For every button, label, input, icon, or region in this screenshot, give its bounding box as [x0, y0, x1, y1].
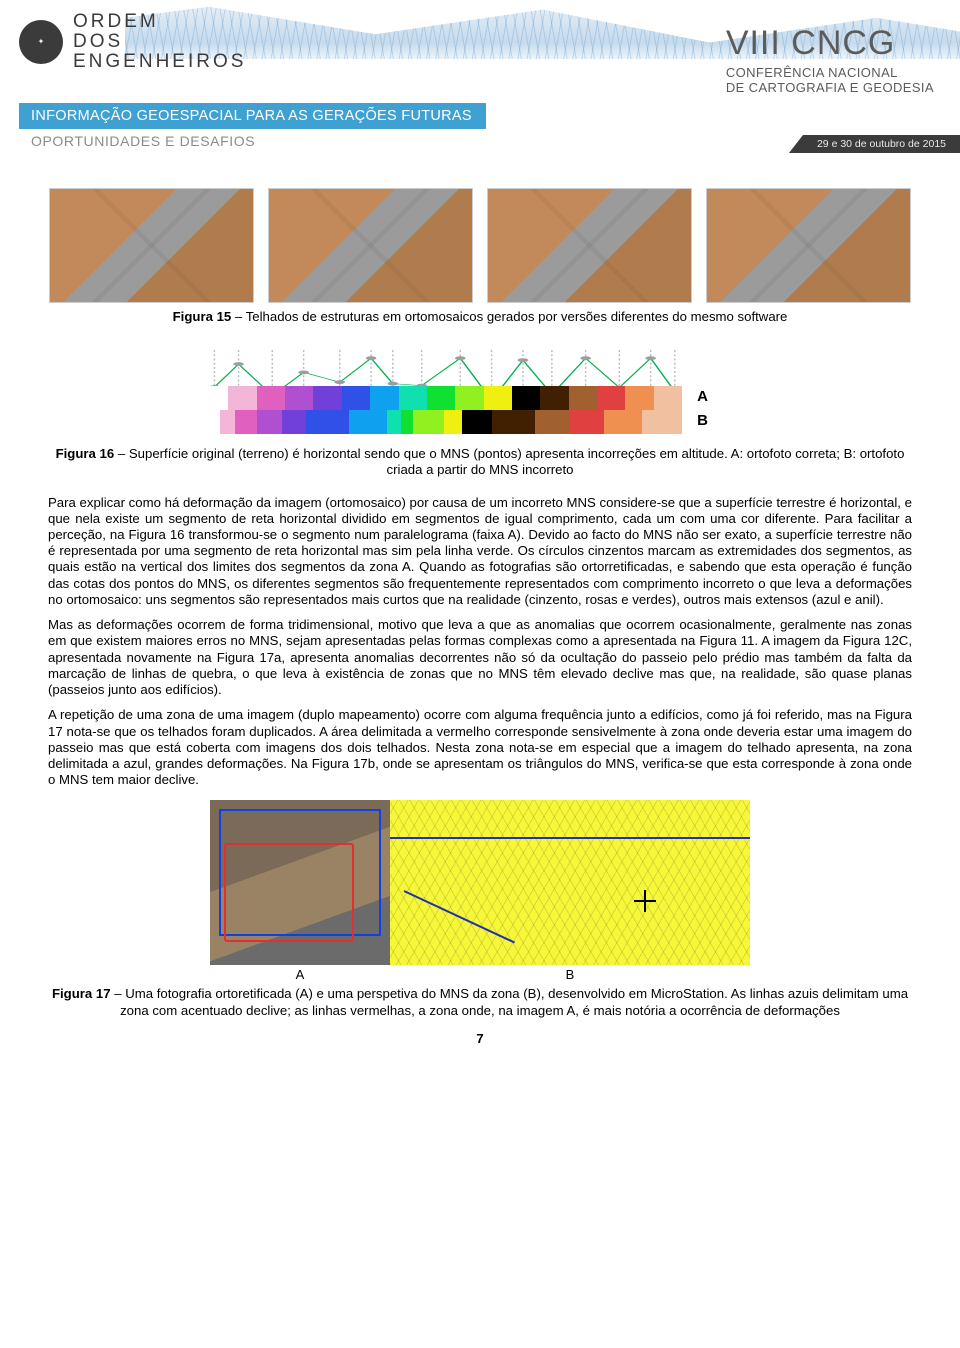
fig17b-blue-line-2: [404, 890, 516, 944]
fig16-strip-b: [200, 410, 682, 434]
page-number: 7: [48, 1031, 912, 1046]
fig15-tile-3: [487, 188, 692, 303]
fig16-text: – Superfície original (terreno) é horizo…: [114, 446, 904, 478]
conference-sub1: CONFERÊNCIA NACIONAL: [726, 65, 934, 80]
fig15-text: – Telhados de estruturas em ortomosaicos…: [231, 309, 787, 324]
banner: INFORMAÇÃO GEOESPACIAL PARA AS GERAÇÕES …: [19, 103, 486, 149]
fig17-panel-a: [210, 800, 390, 965]
page-body: Figura 15 – Telhados de estruturas em or…: [0, 172, 960, 1068]
fig17b-blue-line: [390, 837, 750, 839]
org-line2: DOS: [73, 32, 246, 52]
conference-sub2: DE CARTOGRAFIA E GEODESIA: [726, 80, 934, 95]
banner-main: INFORMAÇÃO GEOESPACIAL PARA AS GERAÇÕES …: [19, 103, 486, 129]
fig17a-red-line: [224, 843, 354, 942]
org-line1: ORDEM: [73, 12, 246, 32]
fig16-caption: Figura 16 – Superfície original (terreno…: [48, 446, 912, 479]
fig15-label: Figura 15: [173, 309, 232, 324]
para-1: Para explicar como há deformação da imag…: [48, 495, 912, 609]
fig17-text: – Uma fotografia ortoretificada (A) e um…: [111, 986, 908, 1018]
fig17-sub-a: A: [210, 967, 390, 982]
fig17-panel-b: [390, 800, 750, 965]
page-header: ✦ ORDEM DOS ENGENHEIROS VIII CNCG CONFER…: [0, 0, 960, 172]
conference-block: VIII CNCG CONFERÊNCIA NACIONAL DE CARTOG…: [726, 24, 934, 95]
date-badge: 29 e 30 de outubro de 2015: [789, 135, 960, 153]
para-2: Mas as deformações ocorrem de forma trid…: [48, 617, 912, 698]
fig15-tile-2: [268, 188, 473, 303]
org-line3: ENGENHEIROS: [73, 52, 246, 72]
fig17-sublabels: A B: [48, 967, 912, 982]
fig17-row: [48, 800, 912, 965]
org-logo: ✦ ORDEM DOS ENGENHEIROS: [19, 12, 246, 72]
banner-sub: OPORTUNIDADES E DESAFIOS: [19, 129, 486, 149]
fig17b-plus-icon: [634, 890, 656, 912]
fig16-label: Figura 16: [56, 446, 115, 461]
fig17-caption: Figura 17 – Uma fotografia ortoretificad…: [48, 986, 912, 1019]
fig15-tile-4: [706, 188, 911, 303]
fig17-label: Figura 17: [52, 986, 111, 1001]
fig16-diagram: A B: [200, 342, 760, 442]
org-seal-icon: ✦: [19, 20, 63, 64]
fig15-caption: Figura 15 – Telhados de estruturas em or…: [48, 309, 912, 326]
org-name: ORDEM DOS ENGENHEIROS: [73, 12, 246, 72]
para-3: A repetição de uma zona de uma imagem (d…: [48, 707, 912, 788]
fig16-strip-a: [200, 386, 682, 410]
conference-title: VIII CNCG: [726, 24, 934, 63]
fig15-tile-1: [49, 188, 254, 303]
fig16-label-a: A: [697, 388, 708, 405]
fig17-sub-b: B: [390, 967, 750, 982]
fig15-row: [48, 188, 912, 303]
fig16-label-b: B: [697, 412, 708, 429]
